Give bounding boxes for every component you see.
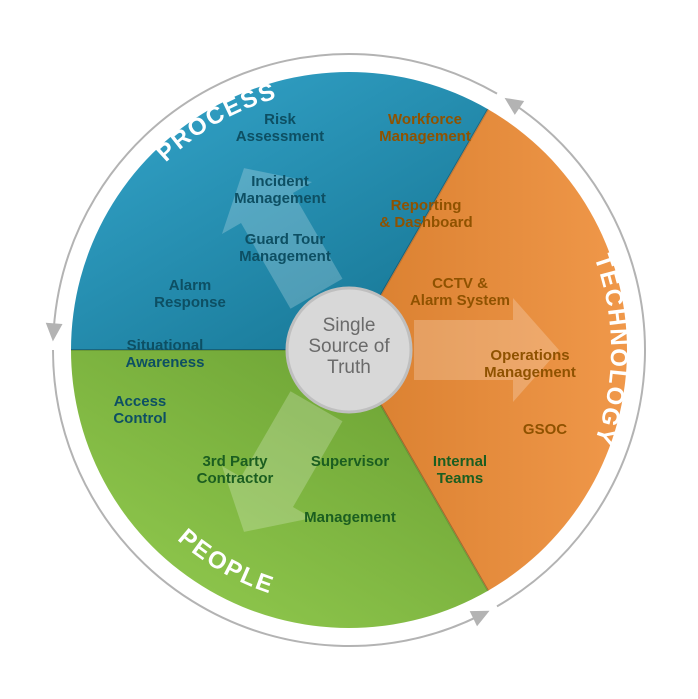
item-technology-3: OperationsManagement (484, 347, 576, 381)
item-technology-4: GSOC (523, 421, 567, 438)
item-process-4: SituationalAwareness (126, 337, 205, 371)
item-people-0: 3rd PartyContractor (197, 453, 274, 487)
item-process-5: AccessControl (113, 393, 166, 427)
item-people-2: InternalTeams (433, 453, 487, 487)
item-technology-0: WorkforceManagement (379, 111, 471, 145)
outer-ring-arrowhead-1 (505, 98, 525, 115)
item-people-3: Management (304, 509, 396, 526)
outer-ring-arrowhead-0 (46, 323, 63, 342)
item-technology-1: Reporting& Dashboard (379, 197, 472, 231)
single-source-of-truth-diagram: PROCESSTECHNOLOGYPEOPLERiskAssessmentInc… (0, 0, 698, 699)
item-people-1: Supervisor (311, 453, 390, 470)
item-process-2: Guard TourManagement (239, 231, 331, 265)
